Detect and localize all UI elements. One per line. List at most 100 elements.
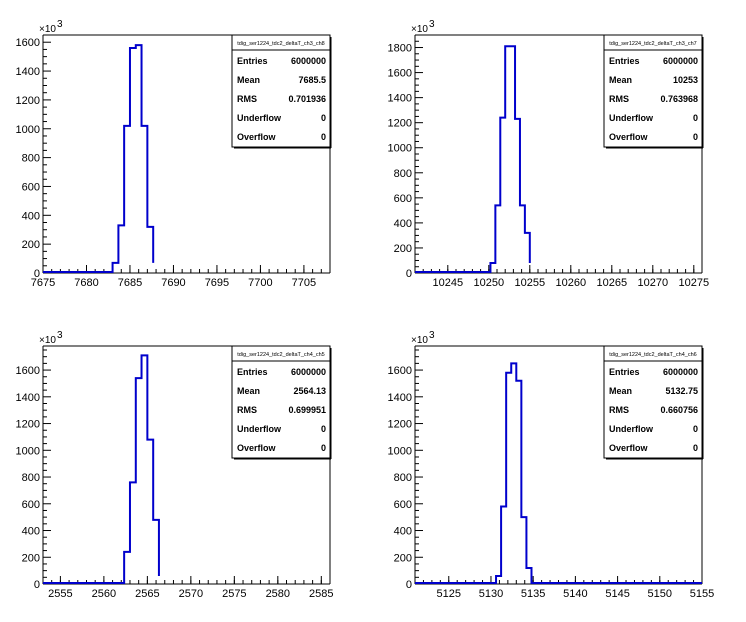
y-tick-label: 1600 <box>16 37 40 49</box>
stat-label: Overflow <box>609 443 649 453</box>
stat-value: 5132.75 <box>665 386 698 396</box>
x-tick-label: 7695 <box>205 277 229 289</box>
x-tick-label: 2575 <box>222 588 246 600</box>
x-tick-label: 5145 <box>605 588 629 600</box>
histogram-title: tdig_ser1224_tdc2_deltaT_ch3_ch7 <box>609 41 696 47</box>
x-tick-label: 5135 <box>521 588 545 600</box>
y-tick-label: 0 <box>406 579 412 591</box>
stat-label: Overflow <box>237 443 277 453</box>
stat-value: 0 <box>321 424 326 434</box>
stat-value: 0.701936 <box>288 94 326 104</box>
y-tick-label: 1000 <box>16 445 40 457</box>
histogram-panel-4: 0 200 400 600 800 1000 1200 1400 1600 5125 5130 513… <box>388 330 715 600</box>
x-tick-label: 7690 <box>161 277 185 289</box>
histogram-line <box>43 354 160 584</box>
x-tick-label: 2555 <box>48 588 72 600</box>
y-tick-label: 1200 <box>388 419 412 431</box>
stat-value: 0 <box>693 113 698 123</box>
y-exponent-label: ×10 <box>411 24 428 35</box>
y-tick-label: 1400 <box>388 392 412 404</box>
stat-value: 6000000 <box>663 56 698 66</box>
y-tick-label: 1000 <box>388 143 412 155</box>
stat-box <box>603 345 703 459</box>
x-tick-label: 7685 <box>118 277 142 289</box>
histogram-panel-1: 0 200 400 600 800 1000 1200 1400 1600 7675 7680 768… <box>16 19 332 289</box>
y-tick-label: 600 <box>22 181 40 193</box>
y-tick-label: 1400 <box>16 66 40 78</box>
stat-value: 0 <box>693 443 698 453</box>
histogram-line <box>415 45 531 273</box>
y-tick-label: 200 <box>394 552 412 564</box>
y-tick-label: 1200 <box>388 118 412 130</box>
y-tick-label: 1600 <box>388 365 412 377</box>
stat-value: 0.660756 <box>660 405 698 415</box>
stat-value: 7685.5 <box>298 75 326 85</box>
y-exponent-power: 3 <box>57 330 63 341</box>
y-tick-label: 0 <box>34 579 40 591</box>
x-tick-label: 2585 <box>309 588 333 600</box>
x-tick-label: 5140 <box>563 588 587 600</box>
y-tick-label: 1800 <box>388 43 412 55</box>
y-tick-label: 800 <box>394 472 412 484</box>
stat-value: 0 <box>693 132 698 142</box>
stat-value: 0.763968 <box>660 94 698 104</box>
stat-box <box>603 34 703 148</box>
histogram-title: tdig_ser1224_tdc2_deltaT_ch4_ch6 <box>609 352 696 358</box>
y-exponent-power: 3 <box>429 19 435 30</box>
y-tick-label: 400 <box>394 218 412 230</box>
stat-label: Entries <box>237 367 268 377</box>
y-tick-label: 1400 <box>16 392 40 404</box>
stat-box <box>231 345 331 459</box>
histogram-title: tdig_ser1224_tdc2_deltaT_ch4_ch5 <box>237 352 324 358</box>
histogram-title: tdig_ser1224_tdc2_deltaT_ch3_ch8 <box>237 41 324 47</box>
y-tick-label: 800 <box>394 168 412 180</box>
histogram-panel-3: 0 200 400 600 800 1000 1200 1400 1600 2555 2560 256… <box>16 330 334 600</box>
stat-label: Entries <box>609 367 640 377</box>
stat-value: 6000000 <box>291 56 326 66</box>
stat-box <box>231 34 331 148</box>
y-tick-label: 1000 <box>388 445 412 457</box>
y-tick-label: 1200 <box>16 419 40 431</box>
stat-label: Mean <box>609 386 632 396</box>
y-tick-label: 1000 <box>16 124 40 136</box>
y-tick-label: 800 <box>22 153 40 165</box>
x-tick-label: 2570 <box>179 588 203 600</box>
stat-value: 6000000 <box>291 367 326 377</box>
stat-value: 0 <box>693 424 698 434</box>
y-tick-label: 200 <box>22 239 40 251</box>
x-tick-label: 2565 <box>135 588 159 600</box>
y-tick-label: 1600 <box>16 365 40 377</box>
stat-value: 2564.13 <box>293 386 326 396</box>
x-tick-label: 7675 <box>31 277 55 289</box>
stat-label: RMS <box>237 405 257 415</box>
y-tick-label: 400 <box>22 526 40 538</box>
y-tick-label: 800 <box>22 472 40 484</box>
y-tick-label: 600 <box>22 499 40 511</box>
x-tick-label: 7705 <box>292 277 316 289</box>
x-tick-label: 5155 <box>690 588 714 600</box>
y-tick-label: 400 <box>394 526 412 538</box>
y-tick-label: 400 <box>22 210 40 222</box>
y-exponent-power: 3 <box>429 330 435 341</box>
y-exponent-label: ×10 <box>411 335 428 346</box>
y-tick-label: 200 <box>22 552 40 564</box>
x-tick-label: 2580 <box>266 588 290 600</box>
stat-label: Underflow <box>237 424 282 434</box>
histogram-line <box>43 44 155 273</box>
stat-value: 6000000 <box>663 367 698 377</box>
x-tick-label: 10260 <box>556 277 587 289</box>
stat-label: Overflow <box>609 132 649 142</box>
y-tick-label: 0 <box>406 268 412 280</box>
stat-label: Underflow <box>609 113 654 123</box>
stat-value: 0 <box>321 443 326 453</box>
stat-value: 0 <box>321 113 326 123</box>
stat-value: 0.699951 <box>288 405 326 415</box>
stat-label: Mean <box>609 75 632 85</box>
y-tick-label: 600 <box>394 499 412 511</box>
y-tick-label: 200 <box>394 243 412 255</box>
x-tick-label: 5150 <box>648 588 672 600</box>
x-tick-label: 10250 <box>474 277 505 289</box>
stat-label: Overflow <box>237 132 277 142</box>
y-tick-label: 1200 <box>16 95 40 107</box>
